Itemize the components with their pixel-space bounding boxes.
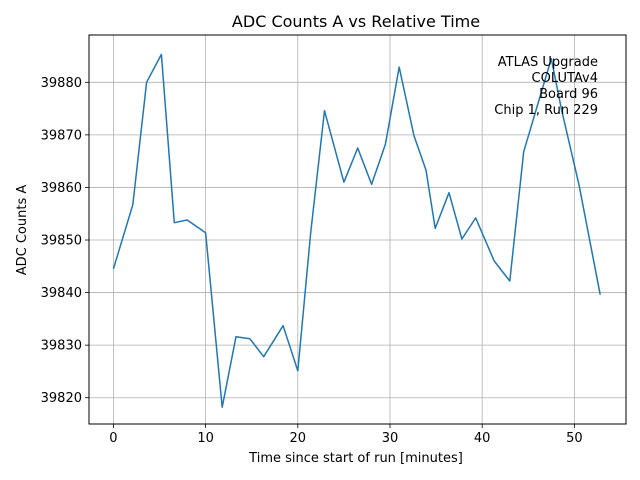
y-tick-label: 39870 xyxy=(41,128,82,143)
x-tick-label: 0 xyxy=(109,431,117,446)
chart-title: ADC Counts A vs Relative Time xyxy=(232,12,480,31)
x-tick-label: 40 xyxy=(474,431,491,446)
y-tick-label: 39850 xyxy=(41,234,82,249)
x-tick-label: 10 xyxy=(197,431,214,446)
y-tick-label: 39840 xyxy=(41,286,82,301)
x-tick-label: 30 xyxy=(382,431,399,446)
annotation-box: ATLAS Upgrade COLUTAv4 Board 96 Chip 1, … xyxy=(494,55,598,118)
plot-lines xyxy=(112,53,601,408)
y-tick-label: 39880 xyxy=(41,76,82,91)
y-tick-label: 39860 xyxy=(41,181,82,196)
grid xyxy=(89,35,626,424)
plot-frame xyxy=(88,34,627,425)
annotation-line-3: Board 96 xyxy=(539,87,598,102)
x-tick-label: 20 xyxy=(290,431,307,446)
y-tick-label: 39820 xyxy=(41,391,82,406)
annotation-line-4: Chip 1, Run 229 xyxy=(494,103,598,118)
x-axis-label: Time since start of run [minutes] xyxy=(248,451,463,466)
annotation-line-2: COLUTAv4 xyxy=(532,71,598,86)
y-axis-label: ADC Counts A xyxy=(15,185,30,276)
y-tick-label: 39830 xyxy=(41,339,82,354)
ticks: 0 10 20 30 40 50 39820 39830 39840 39850 39860 3987… xyxy=(41,76,583,446)
x-tick-label: 50 xyxy=(566,431,583,446)
annotation-line-1: ATLAS Upgrade xyxy=(498,55,598,70)
series-line xyxy=(112,53,601,408)
